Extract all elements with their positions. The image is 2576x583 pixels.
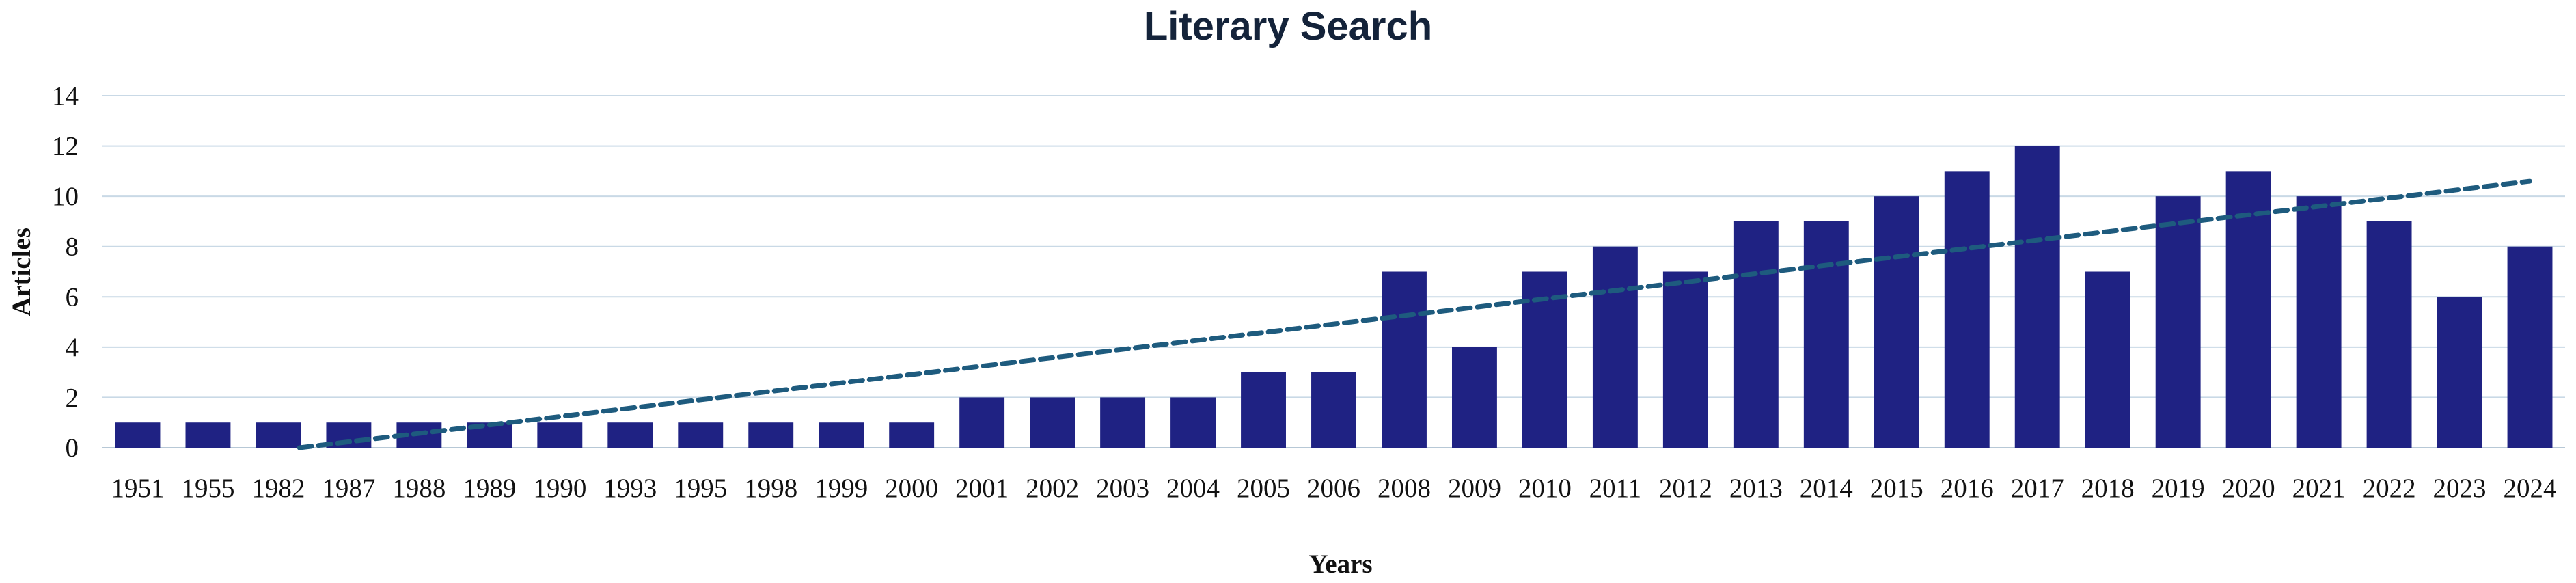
- x-tick-label: 2022: [2363, 474, 2416, 503]
- x-tick-label: 2006: [1307, 474, 1360, 503]
- bar-1990: [537, 422, 583, 448]
- bar-2008: [1382, 271, 1427, 448]
- x-tick-label: 2012: [1659, 474, 1712, 503]
- x-tick-label: 1998: [744, 474, 797, 503]
- x-tick-label: 2021: [2292, 474, 2346, 503]
- x-tick-label: 2017: [2011, 474, 2064, 503]
- x-tick-label: 1987: [322, 474, 375, 503]
- bar-2004: [1170, 397, 1216, 448]
- bar-2005: [1241, 372, 1286, 448]
- y-tick-label: 2: [66, 383, 79, 412]
- y-tick-label: 0: [66, 433, 79, 463]
- x-tick-label: 2000: [885, 474, 938, 503]
- x-axis-label: Years: [1308, 550, 1372, 579]
- x-tick-label: 1999: [814, 474, 868, 503]
- x-tick-label: 1993: [603, 474, 657, 503]
- y-axis-ticks: 0 2 4 6 8 10 12 14: [52, 81, 79, 463]
- y-tick-label: 14: [52, 81, 79, 111]
- bar-2018: [2085, 271, 2130, 448]
- x-tick-label: 1951: [111, 474, 164, 503]
- y-axis-label: Articles: [7, 228, 36, 316]
- y-tick-label: 12: [52, 132, 79, 161]
- x-tick-label: 2008: [1378, 474, 1431, 503]
- bar-2024: [2507, 246, 2553, 448]
- x-tick-label: 2015: [1870, 474, 1923, 503]
- trendline-layer: [297, 178, 2533, 450]
- bar-2013: [1733, 221, 1779, 448]
- bar-2006: [1311, 372, 1356, 448]
- x-tick-label: 1990: [533, 474, 586, 503]
- bar-2015: [1874, 196, 1919, 448]
- y-tick-label: 10: [52, 182, 79, 211]
- bar-2009: [1451, 347, 1497, 448]
- bar-2023: [2437, 297, 2482, 448]
- x-tick-label: 1955: [181, 474, 234, 503]
- gridlines: [102, 95, 2565, 448]
- y-tick-label: 6: [66, 282, 79, 312]
- y-tick-label: 8: [66, 232, 79, 262]
- bar-2012: [1662, 271, 1708, 448]
- bar-2021: [2296, 196, 2342, 448]
- bar-1955: [185, 422, 231, 448]
- bar-2001: [959, 397, 1005, 448]
- x-tick-label: 1988: [392, 474, 446, 503]
- bar-1993: [607, 422, 653, 448]
- bars: [115, 146, 2553, 448]
- bar-2003: [1100, 397, 1146, 448]
- x-tick-label: 2018: [2081, 474, 2135, 503]
- bar-2017: [2014, 146, 2060, 448]
- x-tick-label: 2002: [1026, 474, 1079, 503]
- bar-2011: [1592, 246, 1638, 448]
- bar-1995: [678, 422, 724, 448]
- x-tick-label: 2013: [1729, 474, 1783, 503]
- x-tick-label: 2011: [1589, 474, 1642, 503]
- x-tick-label: 2001: [955, 474, 1009, 503]
- x-tick-label: 2005: [1237, 474, 1290, 503]
- bar-1951: [115, 422, 161, 448]
- bar-2014: [1803, 221, 1849, 448]
- x-axis-ticks: 1951 1955 1982 1987 1988 1989 1990 1993 1995 1998…: [111, 474, 2556, 503]
- y-tick-label: 4: [66, 333, 79, 362]
- bar-2020: [2225, 171, 2271, 448]
- bar-1999: [819, 422, 864, 448]
- bar-2022: [2366, 221, 2412, 448]
- x-tick-label: 2016: [1941, 474, 1994, 503]
- x-tick-label: 2019: [2152, 474, 2205, 503]
- trendline: [297, 178, 2533, 450]
- x-tick-label: 2010: [1518, 474, 1572, 503]
- x-tick-label: 1995: [674, 474, 727, 503]
- x-tick-label: 1989: [463, 474, 516, 503]
- x-tick-label: 1982: [251, 474, 305, 503]
- bar-1982: [256, 422, 301, 448]
- x-tick-label: 2014: [1800, 474, 1853, 503]
- bar-2016: [1944, 171, 1990, 448]
- x-tick-label: 2020: [2222, 474, 2275, 503]
- bar-1998: [748, 422, 794, 448]
- x-tick-label: 2004: [1166, 474, 1220, 503]
- bar-2002: [1030, 397, 1075, 448]
- x-tick-label: 2024: [2504, 474, 2557, 503]
- bar-2000: [889, 422, 935, 448]
- x-tick-label: 2009: [1448, 474, 1501, 503]
- x-tick-label: 2003: [1096, 474, 1149, 503]
- bar-2019: [2155, 196, 2201, 448]
- chart-title: Literary Search: [1144, 4, 1432, 49]
- x-tick-label: 2023: [2433, 474, 2486, 503]
